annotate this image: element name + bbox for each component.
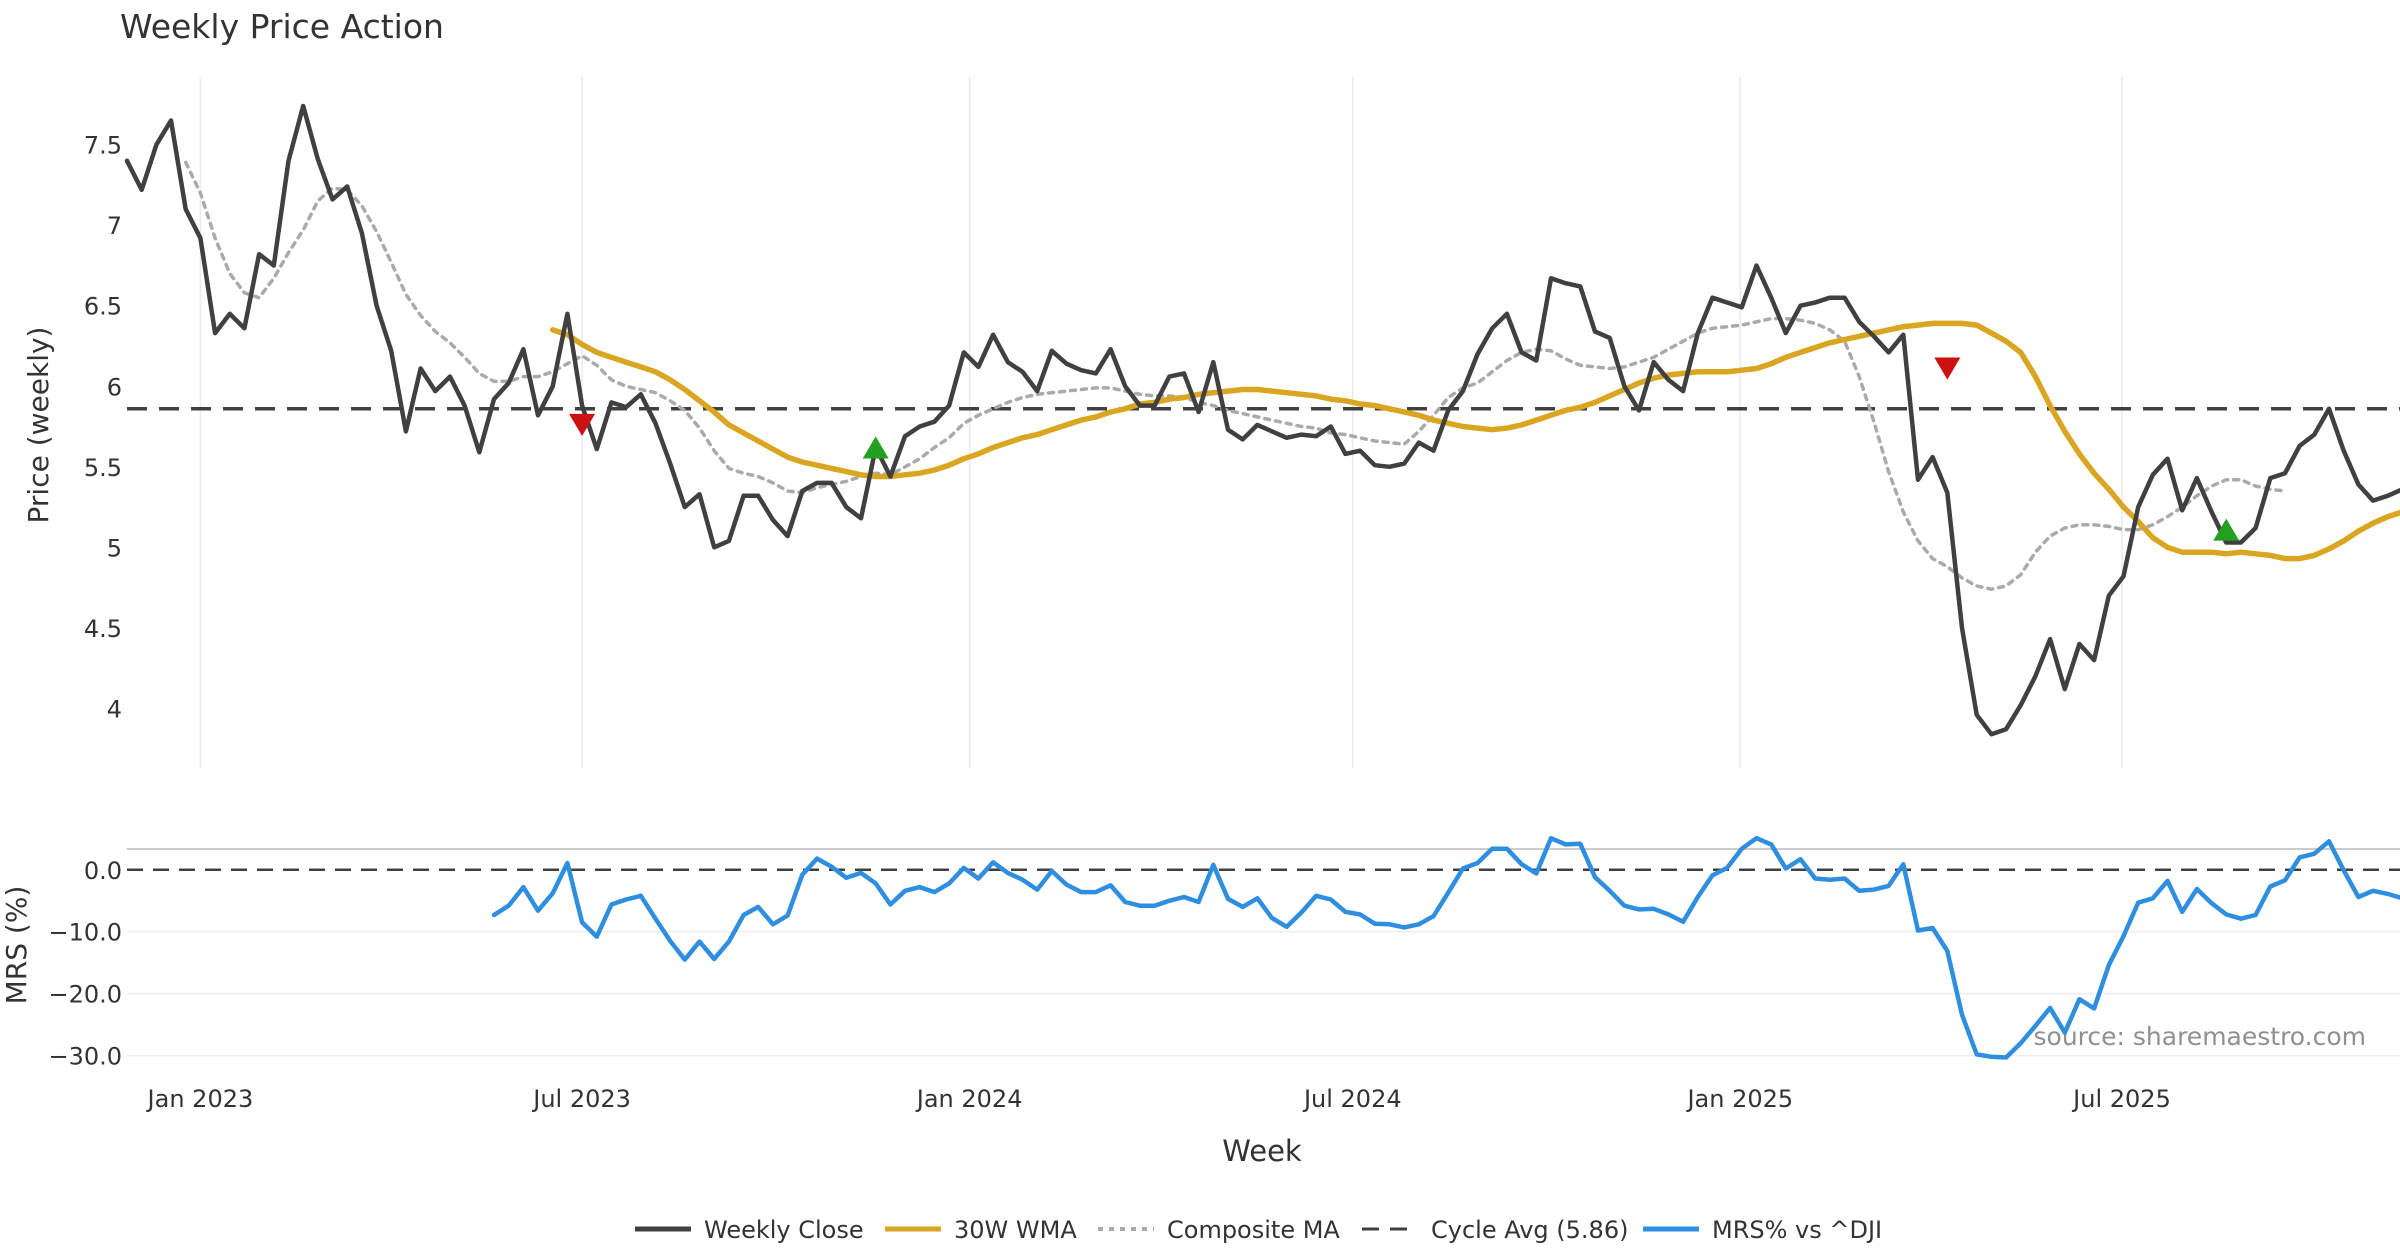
price-y-tick-label: 6 bbox=[107, 373, 122, 401]
source-note: source: sharemaestro.com bbox=[2034, 1022, 2367, 1051]
mrs-y-tick-label: −20.0 bbox=[48, 981, 122, 1009]
legend: Weekly Close 30W WMA Composite MA Cycle Avg… bbox=[635, 1216, 1882, 1244]
price-grid bbox=[199, 77, 2123, 768]
price-y-tick-label: 7 bbox=[107, 212, 122, 240]
price-y-tick-label: 5.5 bbox=[84, 454, 122, 482]
sell-signal-marker bbox=[569, 413, 596, 436]
mrs-grid bbox=[127, 848, 2400, 1057]
mrs-y-axis-label: MRS (%) bbox=[0, 886, 33, 1005]
x-tick-label: Jul 2025 bbox=[2071, 1085, 2171, 1113]
legend-label: Weekly Close bbox=[704, 1216, 864, 1244]
x-tick-label: Jan 2025 bbox=[1685, 1085, 1793, 1113]
price-y-tick-label: 4.5 bbox=[84, 615, 122, 643]
sell-signal-marker bbox=[1934, 357, 1961, 380]
x-axis-label: Week bbox=[1222, 1134, 1302, 1168]
x-ticks: Jan 2023 Jul 2023 Jan 2024 Jul 2024 Jan 2025… bbox=[146, 1085, 2171, 1113]
x-tick-label: Jul 2024 bbox=[1302, 1085, 1402, 1113]
composite-ma-line bbox=[183, 160, 2287, 591]
price-y-tick-label: 4 bbox=[107, 695, 122, 723]
x-tick-label: Jan 2023 bbox=[146, 1085, 254, 1113]
price-plot bbox=[124, 103, 2400, 737]
mrs-plot bbox=[127, 835, 2400, 1060]
chart-title: Weekly Price Action bbox=[120, 7, 444, 46]
x-tick-label: Jul 2023 bbox=[531, 1085, 631, 1113]
mrs-y-tick-label: −30.0 bbox=[48, 1043, 122, 1071]
x-tick-label: Jan 2024 bbox=[915, 1085, 1023, 1113]
mrs-line bbox=[491, 835, 2400, 1060]
legend-label: Cycle Avg (5.86) bbox=[1431, 1216, 1628, 1244]
price-y-axis-label: Price (weekly) bbox=[22, 327, 55, 524]
legend-label: 30W WMA bbox=[954, 1216, 1077, 1244]
mrs-y-ticks: −30.0 −20.0 −10.0 0.0 bbox=[48, 857, 122, 1071]
buy-signal-marker bbox=[2213, 518, 2240, 541]
price-y-tick-label: 6.5 bbox=[84, 293, 122, 321]
price-y-tick-label: 7.5 bbox=[84, 132, 122, 160]
legend-label: Composite MA bbox=[1167, 1216, 1340, 1244]
price-y-tick-label: 5 bbox=[107, 534, 122, 562]
mrs-y-tick-label: 0.0 bbox=[84, 857, 122, 885]
buy-signal-marker bbox=[862, 436, 889, 459]
legend-label: MRS% vs ^DJI bbox=[1712, 1216, 1882, 1244]
weekly-close-line bbox=[124, 103, 2400, 737]
price-y-ticks: 4 4.5 5 5.5 6 6.5 7 7.5 bbox=[84, 132, 122, 724]
mrs-y-tick-label: −10.0 bbox=[48, 919, 122, 947]
